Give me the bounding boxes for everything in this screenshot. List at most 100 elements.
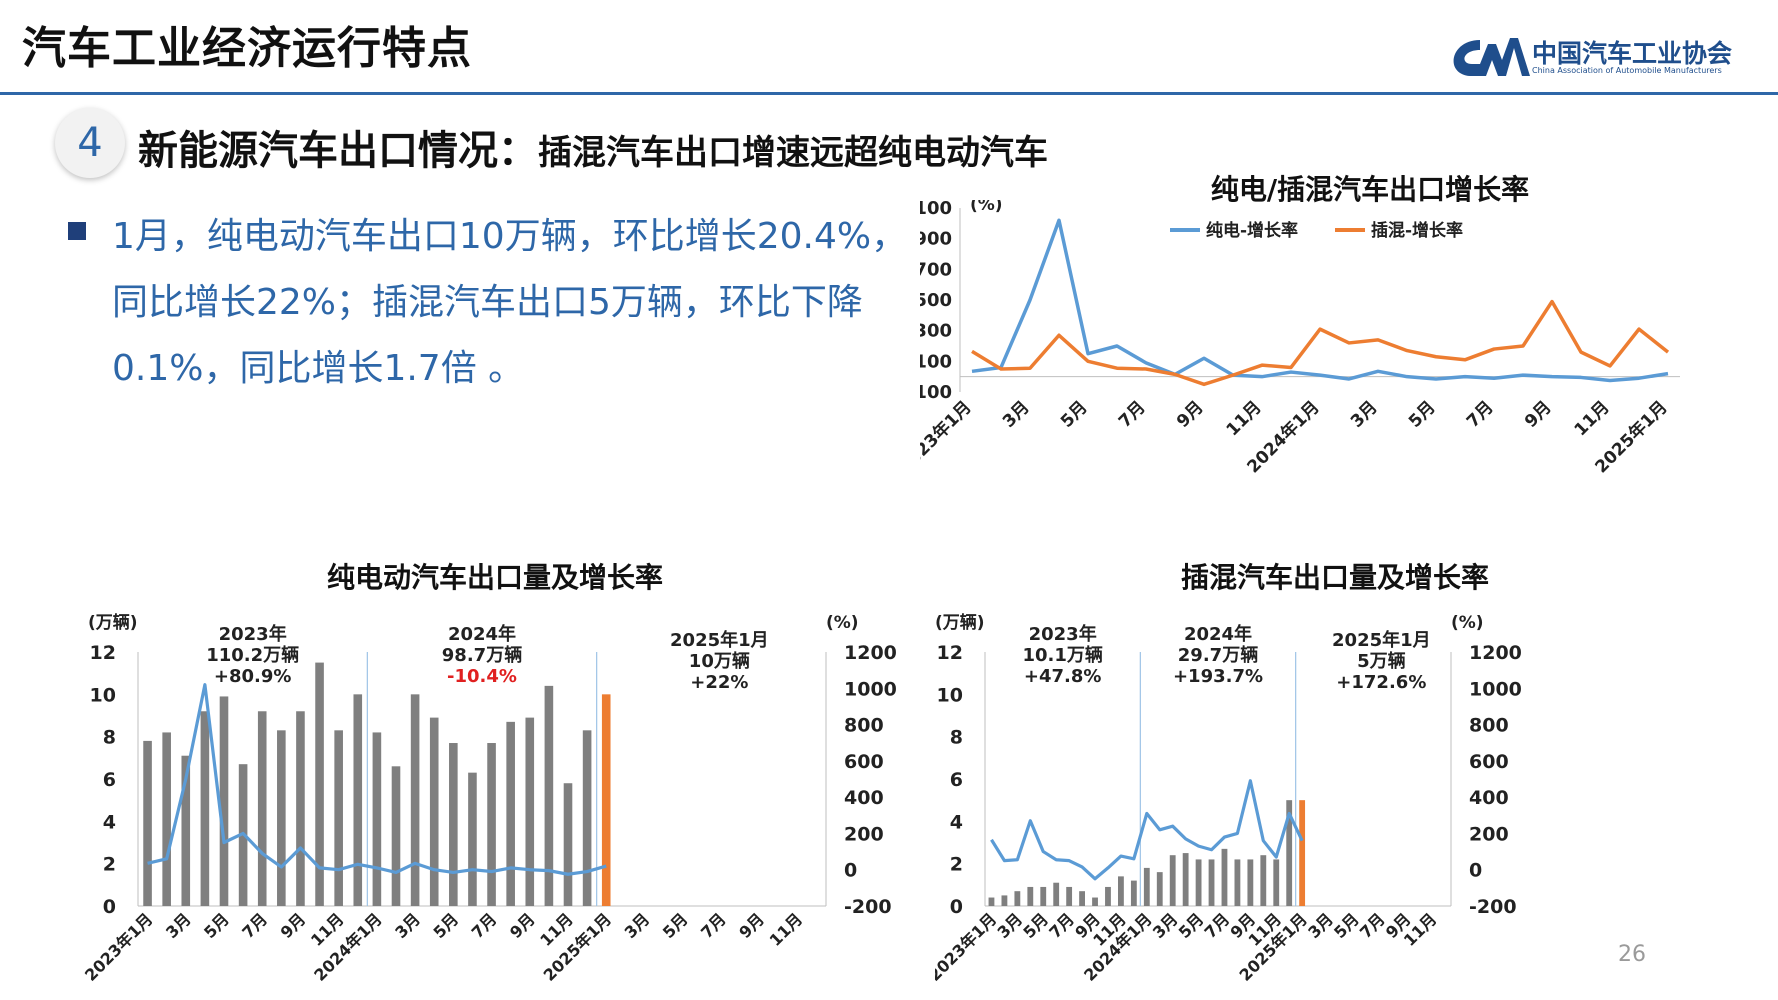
annotation-text: 2025年1月	[670, 629, 769, 651]
export-bar	[1118, 876, 1124, 906]
unit-label: (%)	[970, 200, 1003, 215]
x-tick-label: 3月	[1347, 397, 1382, 432]
x-tick-label: 3月	[162, 909, 195, 942]
left-tick-label: 8	[103, 727, 116, 749]
x-tick-label: 5月	[659, 909, 692, 942]
annotation-text: +47.8%	[1024, 666, 1102, 687]
export-bar	[1169, 855, 1176, 906]
right-tick-label: 200	[1469, 823, 1509, 845]
annotation-text: 2024年	[448, 623, 516, 645]
chart2-title: 纯电动汽车出口量及增长率	[326, 561, 663, 594]
x-tick-label: 3月	[621, 909, 654, 942]
annotation-text: 2025年1月	[1332, 629, 1431, 651]
right-tick-label: 800	[844, 715, 884, 737]
highlight-bar	[1299, 800, 1306, 906]
export-bar	[181, 755, 191, 906]
export-bar	[162, 732, 171, 906]
right-tick-label: 0	[844, 860, 857, 882]
export-bar	[1053, 882, 1060, 906]
export-bar	[429, 717, 439, 906]
right-unit-label: (%)	[826, 613, 859, 633]
section-subtitle: 插混汽车出口增速远超纯电动汽车	[538, 133, 1048, 173]
logo-text-en: China Association of Automobile Manufact…	[1532, 66, 1722, 75]
export-bar	[296, 711, 305, 906]
right-tick-label: -200	[1469, 896, 1517, 918]
export-bar	[1234, 859, 1241, 906]
section-title: 新能源汽车出口情况：插混汽车出口增速远超纯电动汽车	[138, 118, 1048, 176]
right-tick-label: 600	[1469, 751, 1509, 773]
left-tick-label: 0	[950, 896, 963, 918]
left-tick-label: 10	[937, 684, 963, 706]
x-tick-label: 9月	[277, 909, 310, 942]
x-tick-label: 5月	[200, 909, 233, 942]
x-tick-label: 3月	[391, 909, 424, 942]
x-tick-label: 9月	[1173, 397, 1208, 432]
x-tick-label: 11月	[1223, 397, 1266, 440]
export-bar	[1221, 848, 1228, 906]
export-bar	[525, 717, 535, 906]
export-bar	[315, 662, 324, 906]
export-bar	[219, 696, 229, 906]
annotation-text: 98.7万辆	[442, 644, 522, 666]
export-bar	[1040, 886, 1047, 906]
x-tick-label: 7月	[238, 909, 271, 942]
header-rule	[0, 92, 1778, 95]
export-bar	[1143, 867, 1150, 906]
annotation-text: 10万辆	[689, 650, 750, 672]
export-bar	[1105, 886, 1111, 906]
left-tick-label: 6	[950, 769, 963, 791]
highlight-bar	[601, 694, 611, 906]
summary-paragraph: 1月，纯电动汽车出口10万辆，环比增长20.4%，同比增长22%；插混汽车出口5…	[112, 216, 908, 389]
annotation-text: -10.4%	[447, 666, 517, 687]
right-tick-label: 400	[844, 787, 884, 809]
export-bar	[1247, 859, 1254, 906]
x-tick-label: 7月	[697, 909, 730, 942]
export-bar	[1130, 880, 1137, 906]
left-tick-label: 10	[90, 684, 116, 706]
export-bar	[1286, 800, 1293, 906]
page-title: 汽车工业经济运行特点	[22, 23, 472, 74]
right-tick-label: 1200	[1469, 642, 1522, 664]
left-tick-label: 2	[103, 854, 116, 876]
x-tick-label: 7月	[1463, 397, 1498, 432]
export-bar	[1014, 891, 1021, 906]
right-tick-label: 1200	[844, 642, 897, 664]
export-bar	[257, 711, 267, 906]
growth-rate-line	[147, 683, 607, 876]
annotation-text: 2023年	[219, 623, 287, 645]
section-title-main: 新能源汽车出口情况：	[138, 128, 538, 174]
export-bar	[1182, 853, 1189, 906]
growth-rate-line-chart: 1100 900 700 500 300 100 -100 (%) 纯电-增长率 插混-增长率 20…	[920, 200, 1680, 477]
left-tick-label: 8	[950, 727, 963, 749]
export-bar	[1260, 855, 1267, 906]
annotation-text: 2023年	[1029, 623, 1097, 645]
right-tick-label: -200	[844, 896, 892, 918]
left-tick-label: 2	[950, 854, 963, 876]
export-bar	[582, 730, 592, 906]
page-number: 26	[1618, 942, 1646, 967]
phev-export-chart: 12 10 8 6 4 2 0 1200 1000 800 600 400 200 0 -200 (万辆) (%…	[935, 612, 1522, 985]
left-tick-label: 0	[103, 896, 116, 918]
annotation-text: 110.2万辆	[206, 644, 299, 666]
caam-logo-icon	[1453, 38, 1530, 76]
y-tick-label: 1100	[920, 200, 952, 219]
left-tick-label: 12	[90, 642, 116, 664]
annotation-text: +193.7%	[1173, 666, 1263, 687]
section-number-badge: 4	[55, 108, 125, 178]
export-bar	[563, 783, 573, 906]
chart3-title: 插混汽车出口量及增长率	[1180, 561, 1489, 594]
y-tick-label: 500	[920, 290, 952, 311]
export-bar	[449, 743, 458, 906]
annotation-text: +80.9%	[214, 666, 292, 687]
left-unit-label: (万辆)	[88, 612, 138, 633]
export-bar	[1092, 897, 1098, 906]
export-bar	[506, 721, 515, 906]
export-bar	[1273, 859, 1280, 906]
export-bar	[487, 743, 496, 906]
export-bar	[372, 732, 382, 906]
x-tick-label: 2023年1月	[81, 909, 156, 984]
left-tick-label: 12	[937, 642, 963, 664]
export-bar	[391, 766, 401, 906]
export-bar	[1027, 886, 1034, 906]
export-bar	[1208, 859, 1215, 906]
